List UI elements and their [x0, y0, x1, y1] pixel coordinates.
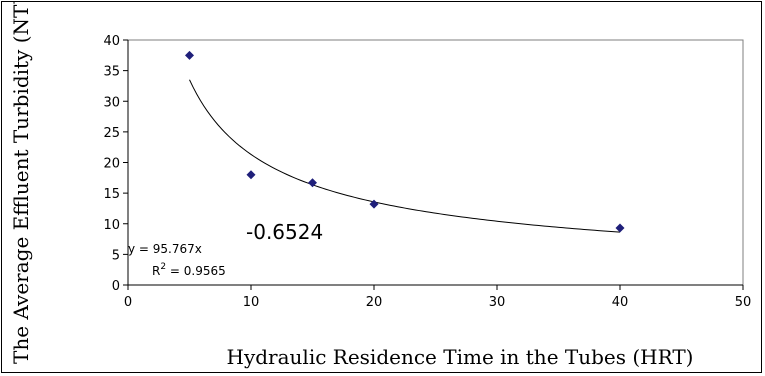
y-tick-label: 15 — [103, 187, 120, 202]
data-point — [246, 170, 256, 180]
equation-exponent: -0.6524 — [246, 220, 323, 244]
data-point — [308, 178, 317, 188]
data-point — [185, 50, 194, 60]
plot-area: 0 10 20 30 40 50 0 5 10 15 20 25 30 35 40 — [103, 34, 751, 310]
power-trendline — [189, 79, 621, 233]
data-point — [369, 199, 379, 209]
trendline-equation: y = 95.767x -0.6524 — [128, 220, 323, 256]
y-tick-label: 25 — [103, 126, 120, 141]
y-tick-label: 40 — [103, 34, 120, 49]
x-ticks: 0 10 20 30 40 50 — [124, 285, 751, 310]
r-squared-label: R2 = 0.9565 — [152, 262, 226, 278]
y-ticks: 0 5 10 15 20 25 30 35 40 — [103, 34, 128, 294]
x-tick-label: 50 — [735, 295, 752, 310]
y-tick-label: 35 — [103, 65, 120, 80]
y-tick-label: 30 — [103, 95, 120, 110]
x-tick-label: 20 — [366, 295, 383, 310]
y-axis-title: The Average Effluent Turbidity (NTU) — [9, 2, 33, 364]
y-tick-label: 20 — [103, 157, 120, 172]
x-tick-label: 10 — [243, 295, 260, 310]
data-point — [615, 223, 625, 233]
data-points — [185, 50, 625, 233]
y-tick-label: 0 — [112, 279, 120, 294]
x-axis-title: Hydraulic Residence Time in the Tubes (H… — [227, 345, 694, 369]
equation-base: y = 95.767x — [128, 242, 202, 256]
x-tick-label: 30 — [489, 295, 506, 310]
y-tick-label: 10 — [103, 218, 120, 233]
y-tick-label: 5 — [112, 248, 120, 263]
x-tick-label: 0 — [124, 295, 132, 310]
x-tick-label: 40 — [612, 295, 629, 310]
plot-background — [127, 39, 744, 286]
